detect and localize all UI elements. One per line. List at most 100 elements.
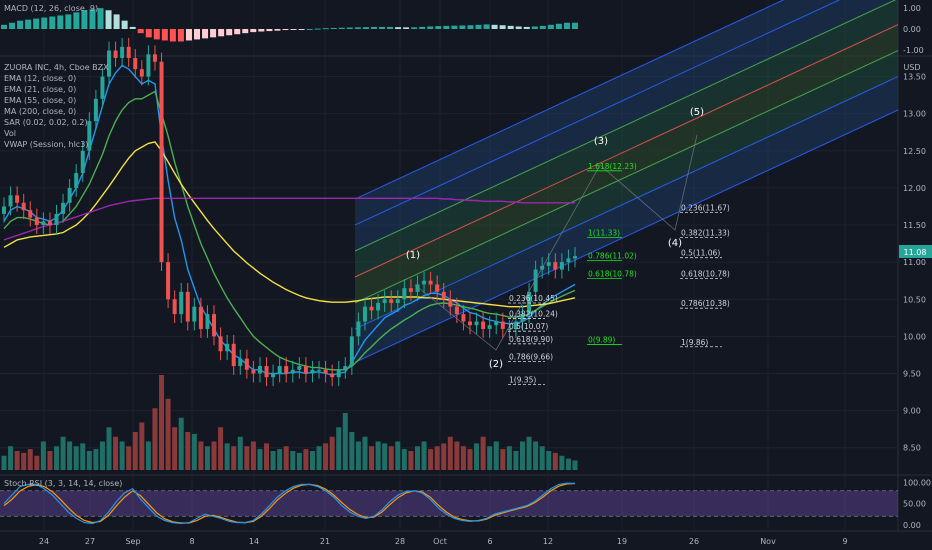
price-tick-label: 10.50: [903, 295, 926, 304]
legend-sar[interactable]: SAR (0.02, 0.02, 0.2): [4, 118, 88, 127]
price-tick-label: 13.50: [903, 73, 926, 82]
macd-hist-bar: [338, 27, 345, 29]
macd-hist-bar: [499, 25, 506, 29]
time-tick-label: 19: [617, 537, 627, 546]
candle-body: [205, 314, 210, 329]
time-axis[interactable]: 24 27 Sep 8 14 21 28 Oct 6 12 19 26 Nov 9: [39, 537, 848, 546]
candle-body: [467, 321, 472, 326]
macd-hist-bar: [145, 29, 152, 38]
macd-hist-bar: [9, 22, 16, 29]
volume-bar: [14, 451, 20, 470]
moving-averages: [3, 64, 576, 376]
macd-hist-bar: [467, 25, 474, 29]
legend-ema55[interactable]: EMA (55, close, 0): [4, 96, 76, 105]
candle-body: [61, 202, 66, 214]
candle-body: [343, 366, 348, 370]
macd-label[interactable]: MACD (12, 26, close, 9): [4, 4, 98, 13]
candle-body: [500, 321, 505, 329]
volume-bar: [159, 375, 165, 470]
candle-body: [21, 202, 26, 211]
channel-line: [354, 109, 899, 363]
macd-hist-bar: [129, 26, 136, 29]
legend-vwap[interactable]: VWAP (Session, hlc3): [4, 140, 88, 149]
macd-hist-bar: [97, 8, 104, 29]
macd-hist-bar: [475, 24, 482, 29]
candle-body: [113, 50, 118, 58]
volume-bar: [296, 452, 302, 470]
candle-body: [290, 369, 295, 374]
price-axis[interactable]: 8.50 9.00 9.50 10.00 10.50 11.00 11.50 12.00 12.…: [903, 73, 926, 453]
volume-bar: [40, 441, 46, 470]
fib-right-label: 0.236(11.67): [681, 203, 730, 212]
candle-body: [369, 306, 374, 311]
channel-band: [355, 24, 898, 303]
candle-body: [395, 299, 400, 303]
macd-hist-bar: [306, 29, 313, 30]
macd-hist-bar: [89, 9, 96, 30]
candle-body: [28, 210, 33, 218]
legend-ma200[interactable]: MA (200, close, 0): [4, 107, 76, 116]
legend-vol[interactable]: Vol: [4, 129, 16, 138]
candle-body: [349, 336, 354, 367]
price-tick-label: 12.00: [903, 184, 926, 193]
stoch-rsi-pane: 100.00 50.00 0.00: [0, 478, 931, 530]
fib-ext-label: 0.786(11.02): [588, 252, 637, 261]
volume-bar: [506, 446, 512, 470]
stoch-label[interactable]: Stoch RSI (3, 3, 14, 14, close): [4, 479, 122, 488]
volume-bar: [244, 446, 250, 470]
price-tick-label: 12.50: [903, 147, 926, 156]
time-tick-label: 28: [395, 537, 405, 546]
stoch-k-line: [3, 482, 576, 525]
volume-bar: [34, 455, 40, 470]
candle-body: [251, 369, 256, 374]
volume-bar: [526, 436, 532, 470]
volume-bar: [487, 446, 493, 470]
legend-ema12[interactable]: EMA (12, close, 0): [4, 74, 76, 83]
legend-symbol[interactable]: ZUORA INC, 4h, Cboe BZX: [4, 63, 109, 72]
volume-bar: [204, 446, 210, 470]
macd-hist-bar: [177, 29, 184, 42]
volume-bar: [60, 436, 66, 470]
channel-line: [354, 50, 899, 304]
volume-bar: [250, 441, 256, 470]
last-price-badge-bg: [899, 245, 932, 258]
wave-label: (3): [594, 136, 608, 147]
candle-body: [218, 336, 223, 352]
volume-bar: [382, 443, 388, 470]
candle-body: [2, 206, 6, 214]
volume-bar: [237, 436, 243, 470]
fib-retrace-label: 0.236(10.45): [509, 294, 558, 303]
volume-bar: [480, 436, 486, 470]
candle-body: [8, 195, 13, 207]
wave-label: (1): [406, 250, 420, 261]
macd-hist-bar: [555, 23, 562, 29]
macd-hist-bar: [161, 29, 168, 41]
volume-bar: [86, 451, 92, 470]
macd-hist-bar: [57, 15, 64, 29]
volume-bar: [165, 398, 171, 470]
macd-hist-bar: [81, 10, 88, 29]
ma-line: [3, 64, 576, 376]
volume-bar: [474, 443, 480, 470]
candle-body: [179, 291, 184, 315]
macd-pane: 1.00 0.00 -1.00: [1, 4, 924, 55]
volume-bar: [54, 446, 60, 470]
candle-body: [238, 358, 243, 367]
price-tick-label: 8.50: [903, 444, 921, 453]
channel-line: [354, 0, 785, 200]
last-price-badge: 11.08: [899, 245, 932, 258]
volume-bar: [290, 451, 296, 470]
candle-body: [481, 321, 486, 329]
candle-body: [494, 321, 499, 326]
fib-ext-label: 0(9.89): [588, 336, 615, 345]
fib-right-label: 0.5(11.06): [681, 249, 720, 258]
macd-hist-bar: [266, 29, 273, 32]
candle-body: [559, 262, 564, 270]
legend-ema21[interactable]: EMA (21, close, 0): [4, 85, 76, 94]
candle-body: [474, 321, 479, 326]
macd-tick-label: 1.00: [903, 4, 921, 13]
candle-body: [212, 314, 217, 337]
macd-hist-bar: [563, 22, 570, 29]
volume-bar: [303, 449, 309, 470]
channel-line: [354, 76, 899, 330]
